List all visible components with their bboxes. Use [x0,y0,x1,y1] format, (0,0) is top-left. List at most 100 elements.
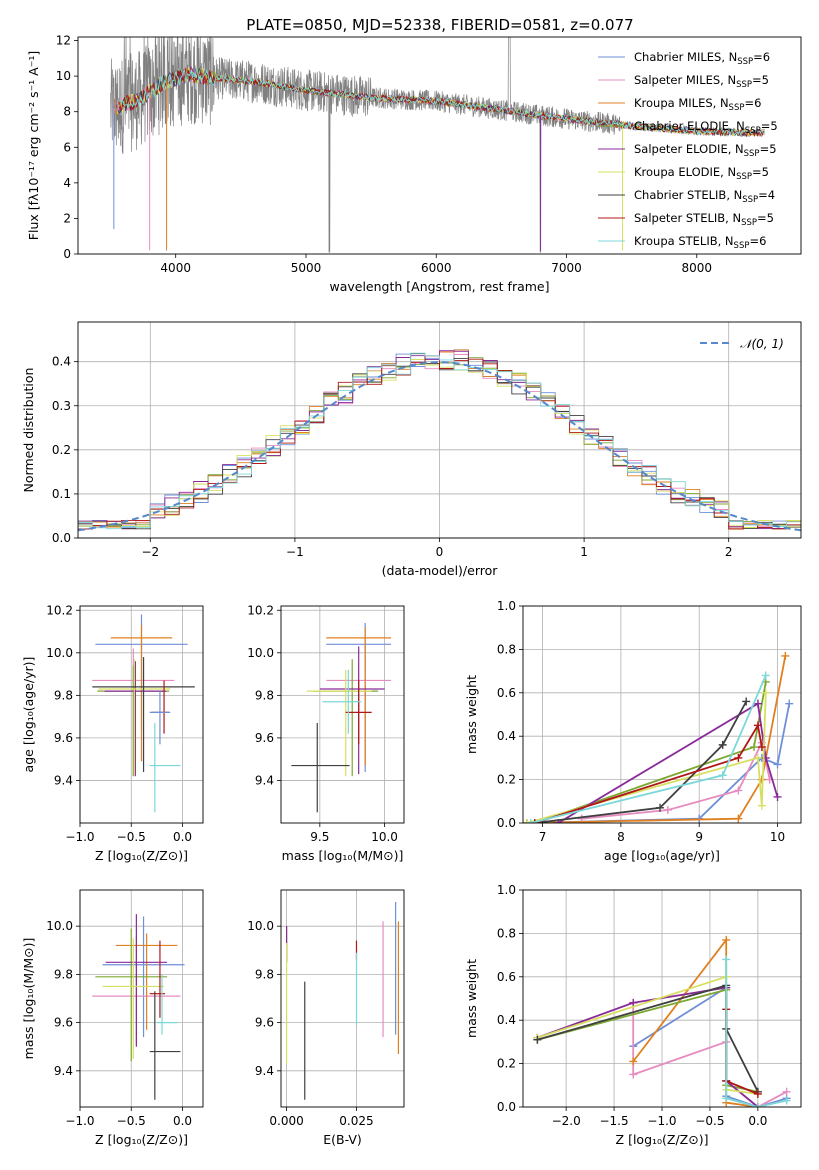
x-tick-label: 9 [695,830,703,844]
x-tick-label: 0.025 [339,1114,373,1128]
x-tick-label: 7 [539,830,547,844]
weight-point-marker [785,699,794,708]
y-tick-label: 9.8 [54,688,73,702]
y-tick-label: 12 [56,34,71,48]
weight-point-marker [722,935,731,944]
plot-area [285,902,400,1100]
x-tick-label: 0.0 [748,1114,767,1128]
legend-entry: Salpeter ELODIE, NSSP=5 [634,142,777,159]
weight-point-marker [533,1035,542,1044]
y-tick-label: 10.2 [46,603,73,617]
x-tick-label: 0.0 [173,1114,192,1128]
y-axis-label: Flux [fλ10⁻¹⁷ erg cm⁻² s⁻¹ A⁻¹] [26,51,41,240]
chart-mass_vs_ebv: 0.000 0.025 9.4 9.6 9.8 10.0 E(B-V) [247,889,405,1147]
x-axis-label: age [log₁₀(age/yr)] [604,848,720,863]
chart-weight_vs_age: 7 8 9 10 0.0 0.2 0.4 0.6 0.8 1.0 age [log₁₀(age/yr… [464,599,802,863]
chart-weight_vs_Z: −2.0 −1.5 −1.0 −0.5 0.0 0.0 0.2 0.4 0.6 0.8 1.0 Z [… [464,883,802,1147]
x-tick-label: −2.0 [552,1114,581,1128]
y-tick-label: 9.4 [255,773,274,787]
x-axis-label: mass [log₁₀(M/M⊙)] [282,848,404,863]
x-tick-label: 6000 [421,261,452,275]
weight-point-marker [629,998,638,1007]
weight-point-marker [722,955,731,964]
y-tick-label: 1.0 [497,883,516,897]
legend-entry: 𝒩(0, 1) [740,337,784,351]
weight-point-marker [718,771,727,780]
y-tick-label: 0.8 [497,642,516,656]
weight-point-marker [718,740,727,749]
weight-point-marker [753,1103,762,1107]
model-spectrum-line [119,68,765,137]
legend-entry: Salpeter STELIB, NSSP=5 [634,211,774,228]
residual-histogram-line [78,352,801,538]
y-tick-label: 0 [63,247,71,261]
y-tick-label: 9.8 [54,967,73,981]
axes-frame [79,889,204,1108]
y-tick-label: 10.0 [247,646,274,660]
weight-point-marker [663,805,672,814]
legend-entry: Chabrier STELIB, NSSP=4 [634,188,775,205]
y-tick-label: 0.4 [497,729,516,743]
x-tick-label: 10.0 [371,830,398,844]
y-tick-label: 0.2 [52,443,71,457]
weight-series-line [632,937,759,1107]
chart-residuals: −2 −1 0 1 2 0.0 0.1 0.2 0.3 0.4 (data-model)/error… [21,321,802,578]
y-tick-label: 9.6 [54,1016,73,1030]
x-axis-label: Z [log₁₀(Z/Z⊙)] [616,1132,709,1147]
y-tick-label: 9.6 [255,731,274,745]
y-tick-label: 0.8 [497,926,516,940]
x-axis-label: Z [log₁₀(Z/Z⊙)] [95,848,188,863]
weight-point-marker [656,803,665,812]
weight-series-line [537,975,759,1095]
weight-series-line [725,959,787,1107]
legend-entry: Chabrier MILES, NSSP=6 [634,50,770,67]
weight-point-marker [761,671,770,680]
y-tick-label: 10.0 [46,646,73,660]
weight-point-marker [773,760,782,769]
y-tick-label: 0.2 [497,1057,516,1071]
y-axis-label: mass weight [464,675,479,754]
weight-series-line [530,675,767,823]
weight-point-marker [753,699,762,708]
weight-point-marker [523,819,531,823]
x-tick-label: 8 [617,830,625,844]
weight-series-line [534,701,747,823]
y-tick-label: 9.6 [255,1016,274,1030]
y-tick-label: 9.4 [54,1064,73,1078]
y-tick-label: 9.6 [54,731,73,745]
x-axis-label: wavelength [Angstrom, rest frame] [329,279,549,294]
plot-area [523,651,794,823]
y-tick-label: 10.2 [247,603,274,617]
y-tick-label: 9.4 [54,773,73,787]
y-tick-label: 8 [63,105,71,119]
weight-point-marker [750,743,759,752]
spectrum-legend: Chabrier MILES, NSSP=6 Salpeter MILES, NS… [598,50,778,251]
legend-entry: Kroupa MILES, NSSP=6 [634,96,761,113]
weight-point-marker [629,1057,638,1066]
x-tick-label: −1.5 [599,1114,628,1128]
axes-frame [77,321,802,539]
figure-title: PLATE=0850, MJD=52338, FIBERID=0581, z=0… [246,16,633,34]
residual-legend: 𝒩(0, 1) [700,337,784,351]
x-tick-label: −0.5 [117,830,146,844]
weight-point-marker [781,651,790,660]
x-axis-label: E(B-V) [323,1132,362,1147]
legend-entry: Salpeter MILES, NSSP=5 [634,73,769,90]
y-tick-label: 4 [63,176,71,190]
y-tick-label: 6 [63,140,71,154]
axes-frame [77,36,802,255]
weight-point-marker [526,819,535,823]
weight-point-marker [782,1087,791,1096]
legend-entry: Kroupa ELODIE, NSSP=5 [634,165,769,182]
plot-area [78,349,801,538]
weight-point-marker [753,753,762,762]
y-tick-label: 0.6 [497,686,516,700]
normal-curve-line [78,361,801,532]
weight-point-marker [734,786,743,795]
y-tick-label: 0.4 [52,355,71,369]
weight-series-line [526,655,787,823]
plot-area [92,914,185,1100]
weight-series-line [526,692,767,823]
chart-age_vs_Z: −1.0 −0.5 0.0 9.4 9.6 9.8 10.0 10.2 Z [log₁₀(Z/Z… [21,603,204,863]
y-axis-label: age [log₁₀(age/yr)] [21,657,36,773]
